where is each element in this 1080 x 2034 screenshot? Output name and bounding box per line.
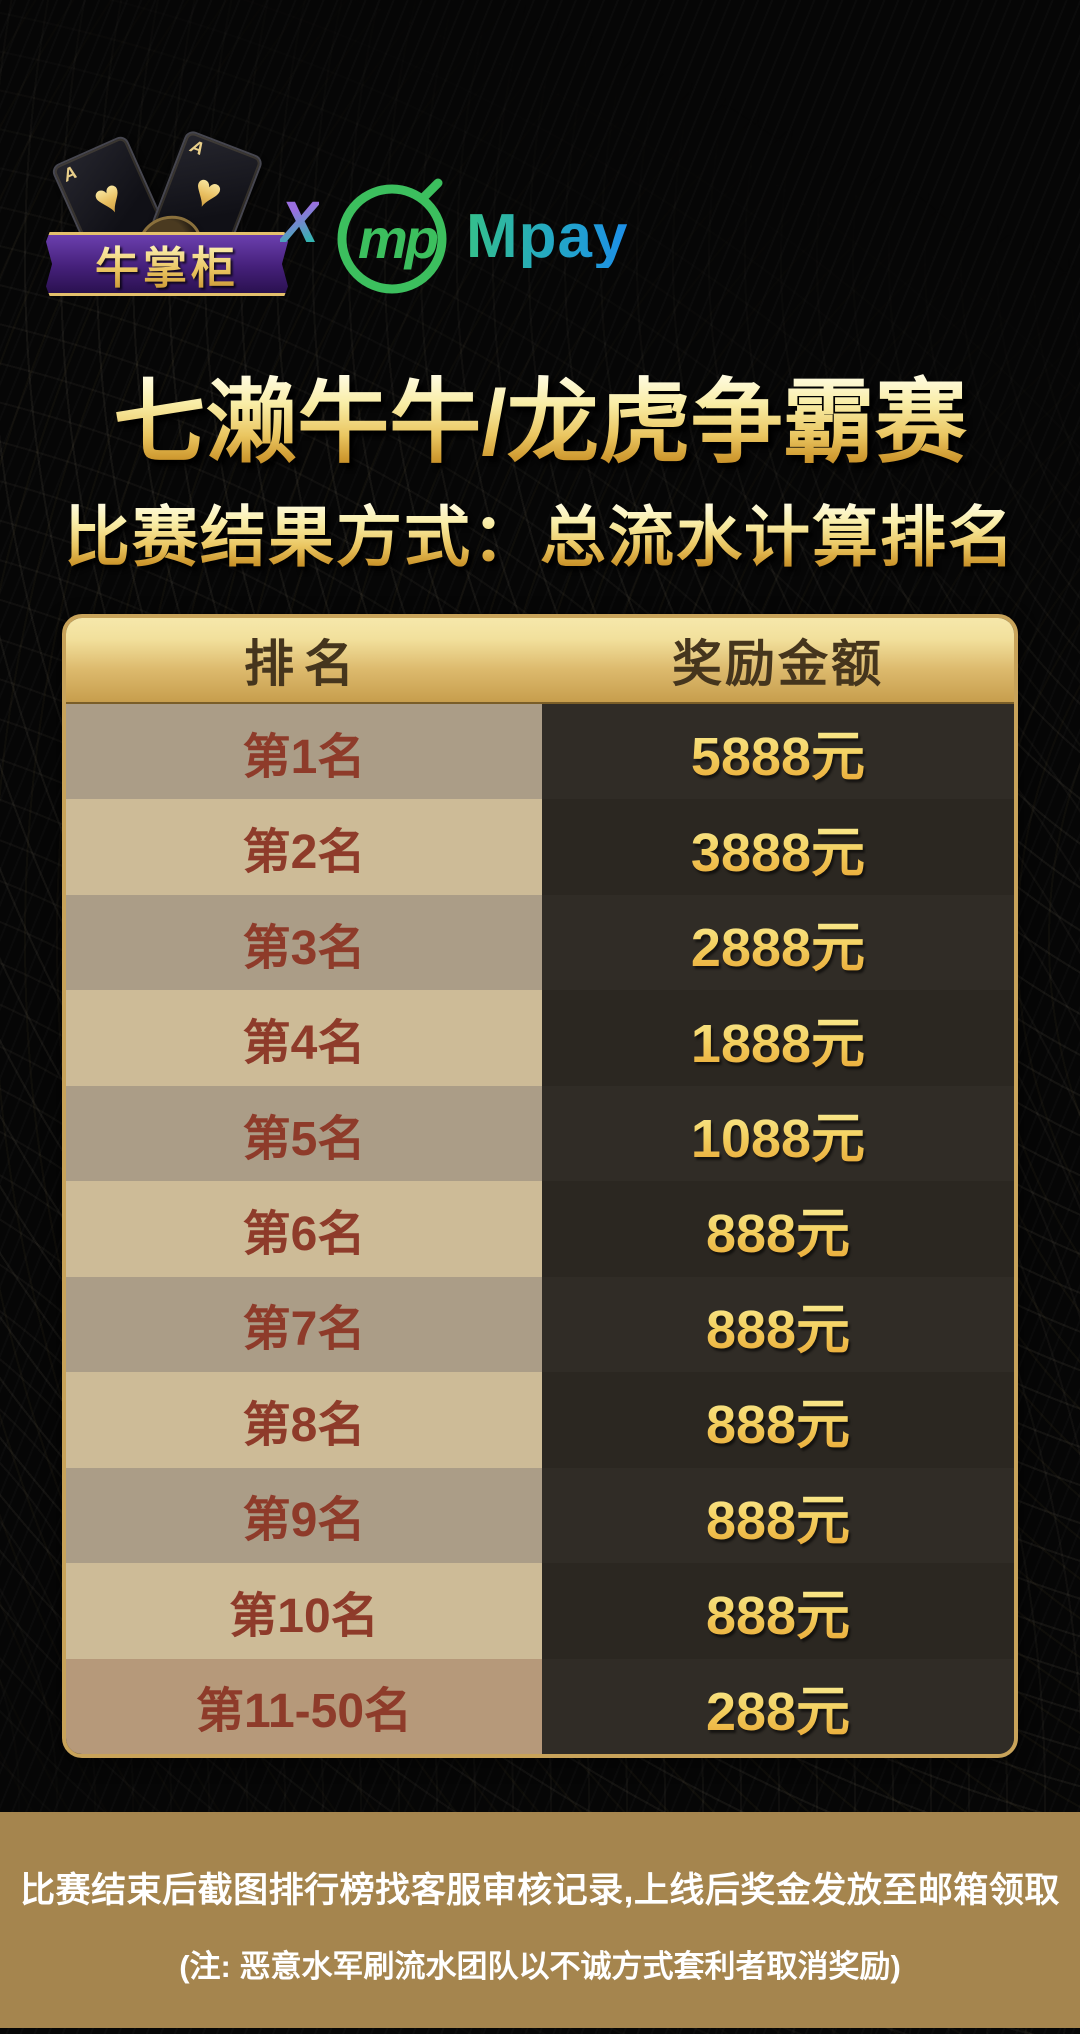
reward-cell: 1088元 (542, 1085, 1014, 1182)
reward-label: 888元 (706, 1285, 850, 1364)
reward-column-header: 奖励金额 (672, 636, 884, 692)
reward-label: 888元 (706, 1380, 850, 1459)
reward-label: 3888元 (691, 808, 865, 887)
reward-cell: 888元 (542, 1467, 1014, 1564)
niuzhanggui-logo: A ♥ A ♥ 牛掌柜 (46, 128, 288, 296)
rank-cell: 第8名 (66, 1372, 542, 1468)
prize-row: 第9名 888元 (66, 1467, 1014, 1564)
rank-label: 第4名 (242, 1017, 366, 1071)
rank-cell: 第7名 (66, 1276, 542, 1373)
rank-label: 第2名 (242, 826, 366, 880)
ranking-method-subtitle: 比赛结果方式：总流水计算排名 (0, 501, 1080, 573)
rank-cell: 第4名 (66, 990, 542, 1086)
rank-label: 第6名 (242, 1207, 366, 1261)
prize-row: 第3名 2888元 (66, 894, 1014, 991)
reward-cell: 1888元 (542, 990, 1014, 1086)
rank-label: 第9名 (242, 1494, 366, 1548)
card-corner-rank: A (59, 161, 80, 186)
reward-label: 288元 (706, 1667, 850, 1746)
rank-cell: 第9名 (66, 1467, 542, 1564)
reward-cell: 2888元 (542, 894, 1014, 991)
reward-cell: 888元 (542, 1563, 1014, 1659)
reward-cell: 5888元 (542, 704, 1014, 800)
prize-row: 第8名 888元 (66, 1372, 1014, 1468)
prize-row: 第11-50名 288元 (66, 1658, 1014, 1754)
footer-notice: 比赛结束后截图排行榜找客服审核记录,上线后奖金发放至邮箱领取 (注: 恶意水军刷… (0, 1812, 1080, 2028)
prize-row: 第7名 888元 (66, 1276, 1014, 1373)
rank-label: 第1名 (242, 730, 366, 784)
prize-table-header: 排名 奖励金额 (66, 618, 1014, 704)
prize-table: 排名 奖励金额 第1名 5888元第2名 3888元第3名 2888元第4名 1888元… (62, 614, 1018, 1758)
reward-cell: 288元 (542, 1658, 1014, 1754)
rank-label: 第8名 (242, 1398, 366, 1452)
prize-row: 第2名 3888元 (66, 799, 1014, 895)
rank-label: 第5名 (242, 1112, 366, 1166)
rank-cell: 第2名 (66, 799, 542, 895)
rank-label: 第11-50名 (195, 1685, 413, 1739)
prize-row: 第6名 888元 (66, 1181, 1014, 1277)
reward-label: 888元 (706, 1476, 850, 1555)
reward-cell: 888元 (542, 1276, 1014, 1373)
anti-abuse-note: (注: 恶意水军刷流水团队以不诚方式套利者取消奖励) (179, 1949, 901, 1984)
brand-name: 牛掌柜 (95, 232, 239, 296)
mpay-monogram: mp (358, 207, 438, 270)
claim-instructions: 比赛结束后截图排行榜找客服审核记录,上线后奖金发放至邮箱领取 (20, 1871, 1060, 1910)
reward-cell: 888元 (542, 1372, 1014, 1468)
rank-cell: 第6名 (66, 1181, 542, 1277)
heart-suit-icon: ♥ (185, 162, 230, 221)
mpay-logo-icon: mp (337, 178, 447, 294)
heart-suit-icon: ♥ (85, 168, 132, 227)
rank-cell: 第5名 (66, 1085, 542, 1182)
rank-cell: 第3名 (66, 894, 542, 991)
reward-label: 1088元 (691, 1094, 865, 1173)
rank-cell: 第1名 (66, 704, 542, 800)
rank-cell: 第11-50名 (66, 1658, 542, 1754)
reward-label: 1888元 (691, 999, 865, 1078)
prize-row: 第5名 1088元 (66, 1085, 1014, 1182)
reward-label: 888元 (706, 1189, 850, 1268)
brand-ribbon: 牛掌柜 (46, 232, 288, 296)
rank-label: 第3名 (242, 921, 366, 975)
reward-label: 5888元 (691, 712, 865, 791)
reward-label: 2888元 (691, 903, 865, 982)
prize-row: 第10名 888元 (66, 1563, 1014, 1659)
event-title: 七濑牛牛/龙虎争霸赛 (0, 373, 1080, 473)
prize-table-body: 第1名 5888元第2名 3888元第3名 2888元第4名 1888元第5名 1088元… (66, 704, 1014, 1754)
prize-row: 第1名 5888元 (66, 704, 1014, 800)
rank-cell: 第10名 (66, 1563, 542, 1659)
card-corner-rank: A (187, 135, 207, 160)
rank-label: 第10名 (229, 1589, 379, 1643)
prize-row: 第4名 1888元 (66, 990, 1014, 1086)
rank-label: 第7名 (242, 1303, 366, 1357)
mpay-wordmark: Mpay (466, 202, 629, 271)
reward-cell: 888元 (542, 1181, 1014, 1277)
reward-cell: 3888元 (542, 799, 1014, 895)
rank-column-header: 排名 (244, 636, 364, 692)
reward-label: 888元 (706, 1571, 850, 1650)
collab-x-separator: X (280, 190, 319, 255)
